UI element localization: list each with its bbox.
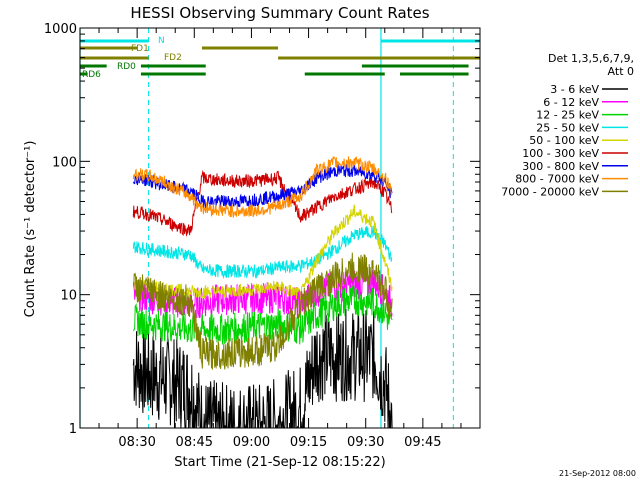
fd1-label: FD1 (131, 44, 149, 54)
y-tick-label: 1 (69, 422, 77, 437)
legend-label-7: 800 - 7000 keV (515, 173, 599, 186)
series-line-2 (132, 284, 393, 345)
series-line-1 (132, 267, 393, 319)
legend-label-2: 12 - 25 keV (536, 109, 599, 122)
rd0-label: RD0 (117, 62, 136, 72)
fd2-label: FD2 (164, 53, 182, 63)
series-line-7 (132, 155, 393, 218)
legend-label-0: 3 - 6 keV (550, 83, 599, 96)
x-tick-label: 08:45 (176, 435, 213, 450)
legend-label-8: 7000 - 20000 keV (501, 185, 599, 198)
x-axis-label: Start Time (21-Sep-12 08:15:22) (174, 455, 385, 470)
legend-header-1: Det 1,3,5,6,7,9, (548, 52, 634, 65)
x-tick-label: 09:00 (233, 435, 270, 450)
series-line-4 (133, 203, 393, 302)
rd6-label: RD6 (82, 70, 101, 80)
legend-label-3: 25 - 50 keV (536, 121, 599, 134)
legend-label-6: 300 - 800 keV (522, 160, 599, 173)
night-label: N (158, 36, 165, 46)
series-line-8 (132, 252, 393, 370)
legend-label-4: 50 - 100 keV (529, 134, 599, 147)
y-tick-label: 10 (60, 289, 77, 304)
chart-title: HESSI Observing Summary Count Rates (130, 4, 429, 22)
series-line-3 (132, 225, 393, 280)
x-tick-label: 08:30 (118, 435, 155, 450)
legend-header-2: Att 0 (608, 65, 634, 78)
footer-date: 21-Sep-2012 08:00 (559, 469, 636, 478)
y-axis-label: Count Rate (s⁻¹ detector⁻¹) (23, 141, 38, 318)
x-tick-label: 09:15 (290, 435, 327, 450)
x-tick-label: 09:45 (404, 435, 441, 450)
x-tick-label: 09:30 (347, 435, 384, 450)
series-line-5 (132, 169, 393, 237)
y-tick-label: 100 (52, 155, 77, 170)
y-tick-label: 1000 (44, 22, 77, 37)
plot-frame (79, 27, 481, 429)
legend-label-5: 100 - 300 keV (522, 147, 599, 160)
legend-label-1: 6 - 12 keV (543, 96, 599, 109)
